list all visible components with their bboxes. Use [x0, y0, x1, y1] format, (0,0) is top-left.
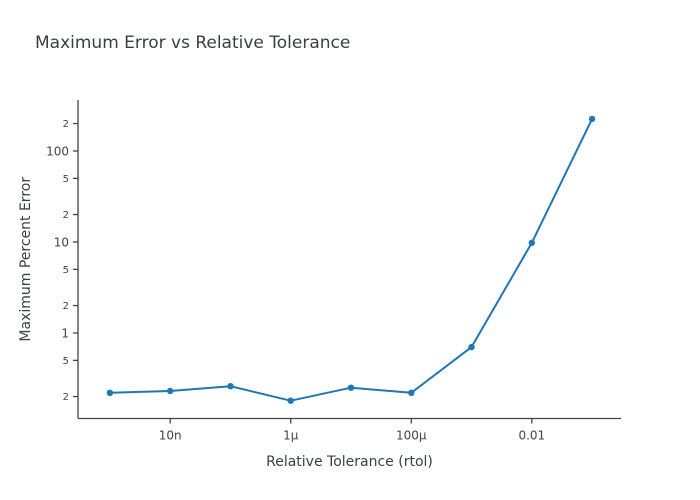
y-tick-label: 100: [46, 144, 69, 158]
y-tick-label: 2: [63, 301, 69, 312]
data-point: [468, 343, 475, 351]
data-point: [167, 387, 174, 395]
y-tick-label: 2: [63, 119, 69, 130]
data-point: [588, 115, 596, 123]
y-tick-label: 10: [54, 235, 69, 249]
y-tick-label: 1: [61, 326, 69, 340]
series-line: [108, 117, 594, 402]
y-tick-label: 2: [63, 210, 69, 221]
chart-title: Maximum Error vs Relative Tolerance: [35, 33, 351, 53]
y-tick-label: 5: [63, 265, 69, 276]
x-tick-label: 10n: [159, 429, 182, 443]
data-point: [408, 389, 415, 396]
x-tick-label: 1µ: [283, 429, 299, 443]
y-tick-label: 2: [63, 392, 69, 403]
y-axis-title: Maximum Percent Error: [18, 177, 34, 342]
data-point: [227, 383, 234, 390]
x-tick-label: 100µ: [396, 429, 427, 443]
data-point: [106, 389, 114, 396]
data-point: [347, 384, 355, 391]
y-tick-label: 5: [63, 174, 69, 185]
y-tick-label: 5: [63, 356, 69, 367]
x-tick-label: 0.01: [518, 429, 545, 443]
data-point: [528, 239, 535, 246]
x-axis-title: Relative Tolerance (rtol): [266, 454, 433, 470]
data-point: [287, 397, 294, 404]
